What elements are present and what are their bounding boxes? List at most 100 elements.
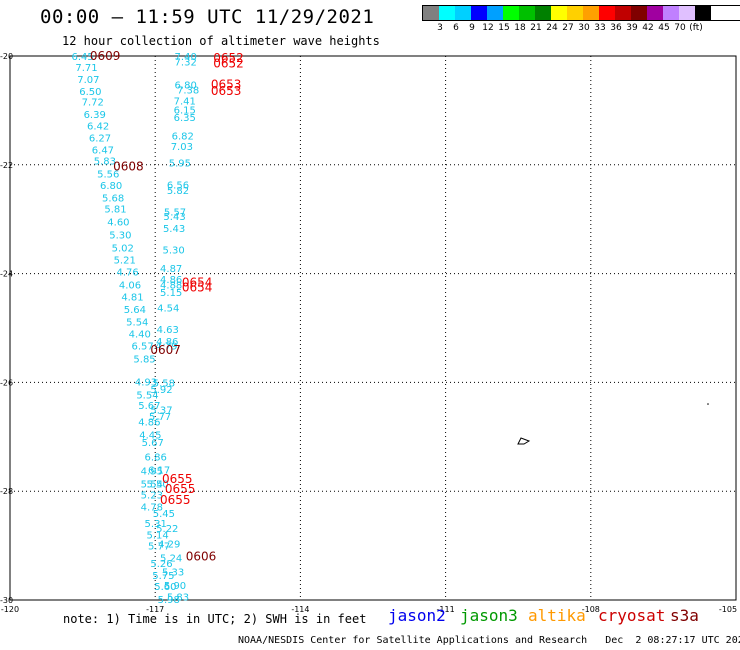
swh-value: 5.54 bbox=[141, 480, 163, 491]
swh-value: 5.54 bbox=[126, 317, 148, 328]
y-tick-label: -26 bbox=[0, 378, 13, 387]
swh-value: 5.30 bbox=[109, 230, 131, 241]
swh-value: 5.60 bbox=[154, 582, 176, 593]
legend-tick-label: 39 bbox=[626, 23, 638, 33]
legend-swatch bbox=[503, 6, 519, 20]
y-tick-label: -28 bbox=[0, 487, 13, 496]
legend-swatch bbox=[679, 6, 695, 20]
swh-value: 5.54 bbox=[136, 390, 158, 401]
legend-tick-label: 27 bbox=[562, 23, 574, 33]
legend-swatch bbox=[615, 6, 631, 20]
legend-color-bar bbox=[422, 5, 740, 21]
swh-value: 5.22 bbox=[156, 524, 178, 535]
map-subtitle: 12 hour collection of altimeter wave hei… bbox=[62, 34, 380, 48]
swh-value: 4.86 bbox=[156, 337, 178, 348]
swh-value: 4.88 bbox=[160, 280, 182, 291]
swh-value: 5.24 bbox=[160, 554, 182, 565]
swh-value: 5.67 bbox=[138, 401, 160, 412]
swh-value: 5.58 bbox=[153, 378, 175, 389]
swh-value: 5.50 bbox=[146, 480, 168, 491]
swh-value: 5.77 bbox=[149, 412, 171, 423]
swh-value: 5.68 bbox=[102, 193, 124, 204]
swh-value: 4.79 bbox=[155, 341, 177, 352]
swh-value: 5.33 bbox=[162, 568, 184, 579]
swh-value: 6.80 bbox=[100, 181, 122, 192]
pass-time: 0609 bbox=[90, 49, 121, 63]
legend-tick-label: (ft) bbox=[689, 23, 703, 33]
legend-swatch bbox=[535, 6, 551, 20]
pass-time: 0607 bbox=[150, 343, 181, 357]
legend-tick-label: 24 bbox=[546, 23, 558, 33]
swh-value: 4.87 bbox=[160, 264, 182, 275]
legend-tick-label: 45 bbox=[658, 23, 670, 33]
legend-tick-label: 9 bbox=[469, 23, 475, 33]
swh-value: 5.85 bbox=[133, 354, 155, 365]
x-tick-label: -120 bbox=[1, 605, 19, 614]
swh-value: 4.63 bbox=[157, 325, 179, 336]
satellite-name-jason3: jason3 bbox=[460, 606, 518, 625]
swh-value: 4.40 bbox=[129, 329, 151, 340]
swh-value: 5.95 bbox=[169, 159, 191, 170]
legend-tick-label: 15 bbox=[498, 23, 510, 33]
graticule bbox=[10, 56, 736, 600]
swh-value: 6.27 bbox=[89, 134, 111, 145]
swh-value: 5.30 bbox=[162, 246, 184, 257]
legend-swatch bbox=[487, 6, 503, 20]
swh-value: 4.81 bbox=[121, 292, 143, 303]
swh-value: 4.60 bbox=[107, 217, 129, 228]
swh-labels: 6.457.717.076.507.726.396.426.276.475.83… bbox=[71, 52, 199, 606]
swh-value: 5.82 bbox=[167, 186, 189, 197]
swh-value: 7.32 bbox=[175, 57, 197, 68]
legend-swatch bbox=[423, 6, 439, 20]
pass-time: 0655 bbox=[160, 493, 191, 507]
y-tick-label: -30 bbox=[0, 596, 13, 605]
swh-value: 7.41 bbox=[174, 97, 196, 108]
legend-swatch bbox=[471, 6, 487, 20]
swh-value: 5.98 bbox=[158, 595, 180, 606]
satellite-name-cryosat: cryosat bbox=[598, 606, 666, 625]
swh-value: 7.72 bbox=[82, 98, 104, 109]
pass-time: 0655 bbox=[162, 472, 193, 486]
y-tick-label: -22 bbox=[0, 161, 13, 170]
swh-value: 5.75 bbox=[152, 571, 174, 582]
swh-value: 6.57 bbox=[131, 341, 153, 352]
legend-tick-label: 33 bbox=[594, 23, 606, 33]
swh-value: 4.95 bbox=[141, 467, 163, 478]
pass-time: 0608 bbox=[113, 159, 144, 173]
x-tick-label: -108 bbox=[582, 605, 600, 614]
island-dot bbox=[707, 403, 709, 405]
swh-value: 5.77 bbox=[148, 542, 170, 553]
swh-value: 6.17 bbox=[148, 465, 170, 476]
x-tick-label: -105 bbox=[719, 605, 737, 614]
swh-value: 5.83 bbox=[167, 593, 189, 604]
pass-time: 0653 bbox=[211, 77, 242, 91]
swh-value: 5.45 bbox=[153, 509, 175, 520]
satellite-name-altika: altika bbox=[528, 606, 586, 625]
swh-value: 7.38 bbox=[177, 86, 199, 97]
x-tick-label: -117 bbox=[146, 605, 164, 614]
swh-value: 4.86 bbox=[138, 418, 160, 429]
swh-value: 5.67 bbox=[142, 438, 164, 449]
satellite-name-jason2: jason2 bbox=[388, 606, 446, 625]
swh-value: 5.64 bbox=[124, 305, 146, 316]
legend-tick-label: 42 bbox=[642, 23, 654, 33]
y-tick-label: -24 bbox=[0, 270, 13, 279]
pass-time: 0653 bbox=[211, 84, 242, 98]
legend-tick-label: 70 bbox=[674, 23, 686, 33]
swh-value: 5.83 bbox=[94, 156, 116, 167]
swh-value: 7.40 bbox=[175, 52, 197, 63]
legend-swatch bbox=[695, 6, 711, 20]
swh-value: 5.43 bbox=[163, 224, 185, 235]
pass-time: 0655 bbox=[165, 482, 196, 496]
x-tick-label: -111 bbox=[437, 605, 455, 614]
legend-tick-label: 12 bbox=[482, 23, 494, 33]
pass-time: 0606 bbox=[186, 549, 217, 563]
swh-value: 7.07 bbox=[77, 75, 99, 86]
pass-time: 0652 bbox=[213, 57, 244, 71]
legend-swatch bbox=[567, 6, 583, 20]
swh-value: 6.56 bbox=[167, 180, 189, 191]
swh-value: 5.31 bbox=[145, 519, 167, 530]
swh-value: 6.15 bbox=[174, 105, 196, 116]
swh-value: 5.37 bbox=[150, 406, 172, 417]
footer-note: note: 1) Time is in UTC; 2) SWH is in fe… bbox=[63, 612, 367, 626]
